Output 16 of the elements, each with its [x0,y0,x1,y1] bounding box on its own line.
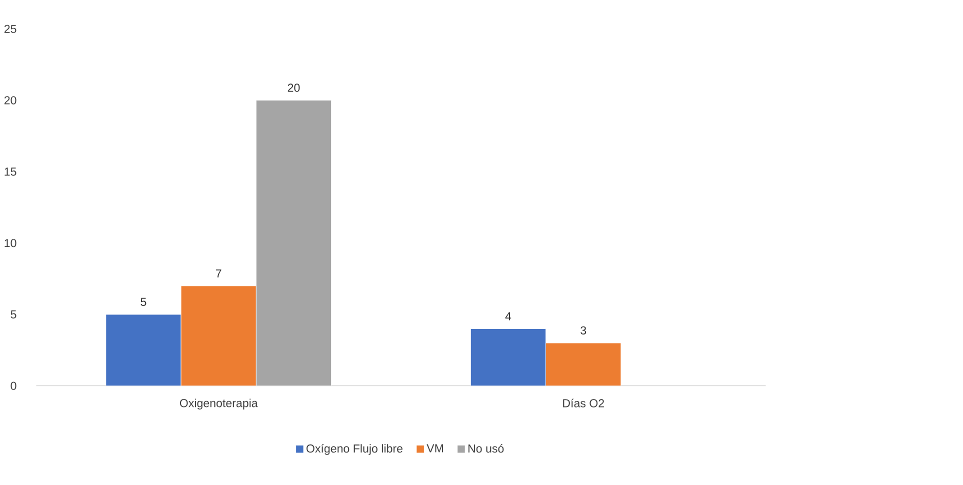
data-label: 3 [580,326,586,335]
data-label: 4 [505,312,512,320]
legend-label: VM [426,444,443,452]
legend-label: No usó [468,444,504,453]
data-label: 7 [216,269,222,278]
legend-label: Oxígeno Flujo libre [306,444,402,455]
x-tick-label: Oxigenoterapia [180,398,258,410]
x-tick-label: Días O2 [563,398,604,408]
y-tick-label: 25 [4,24,16,34]
data-label: 5 [140,298,146,306]
y-tick-label: 20 [4,96,16,104]
y-tick-label: 15 [4,168,16,176]
y-tick-label: 5 [10,310,16,319]
y-tick-label: 10 [4,238,16,248]
data-label: 20 [288,84,300,92]
y-tick-label: 0 [10,382,16,390]
